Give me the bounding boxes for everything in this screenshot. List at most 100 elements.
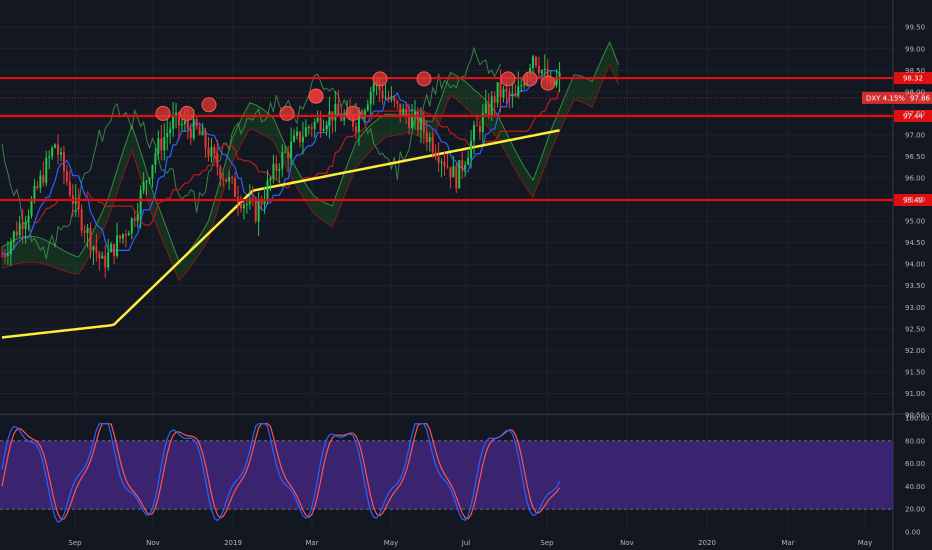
candle-body [517,86,520,97]
candle-body [275,163,278,171]
price-tick-label: 94.00 [905,261,925,269]
candle-body [83,230,86,233]
time-tick-label: Jul [461,539,471,547]
candle-body [322,128,325,131]
time-tick-label: Nov [620,539,634,547]
candle-body [378,82,381,91]
price-tick-label: 91.50 [905,368,925,376]
candle-body [219,166,222,179]
touch-marker [308,88,324,104]
price-tick-label: 95.00 [905,218,925,226]
candle-body [437,156,440,163]
candle-body [310,127,313,129]
symbol-tag-text: DXY 4.15% [866,94,905,102]
time-tick-label: 2019 [224,539,242,547]
candle-body [263,200,266,205]
candle-body [130,218,133,234]
oscillator-pane: 100.00 80.00 60.00 40.00 20.00 0.00 [0,415,930,537]
candle-body [428,137,431,143]
candle-body [57,144,60,155]
candle-body [419,117,422,131]
price-tick-label: 93.50 [905,282,925,290]
candle-body [301,136,304,143]
candle-body [290,141,293,159]
candle-body [213,146,216,154]
oscillator-tick-label: 0.00 [905,529,921,537]
touch-marker [179,105,195,121]
candle-body [514,93,517,97]
candle-body [260,201,263,205]
time-tick-label: Mar [305,539,318,547]
oscillator-band [0,440,893,510]
candle-body [343,114,346,121]
candle-body [449,167,452,178]
candle-body [157,138,160,154]
stoch-k-line [1,423,561,523]
candle-body [405,108,408,116]
level-price-label: 97.44 [903,112,924,120]
candle-body [189,128,192,139]
candle-body [178,112,180,126]
level-price-tag [894,109,932,122]
oscillator-tick-label: 40.00 [905,483,925,491]
candle-body [304,127,307,137]
price-tick-label: 93.00 [905,304,925,312]
candle-body [467,158,470,165]
candle-body [89,227,92,250]
candle-body [127,233,130,236]
price-tick-label: 99.00 [905,45,925,53]
candle-body [62,152,65,172]
candle-body [65,171,68,182]
horizontal-levels[interactable]: 98.32 97.44 95.49 DXY 4.15% 97.86 [0,72,932,207]
candle-body [254,200,257,222]
price-tick-label: 97.50 [905,110,925,118]
candle-body [534,56,537,66]
candle-body [487,103,490,116]
candle-body [328,111,331,126]
candle-body [15,231,18,236]
candle-body [33,185,36,201]
oscillator-tick-label: 80.00 [905,437,925,445]
time-tick-label: Sep [68,539,82,547]
candle-body [266,180,269,201]
candle-body [231,177,234,179]
candle-body [3,255,6,257]
candle-body [293,135,296,142]
candle-body [384,97,387,99]
candle-body [523,84,526,86]
candle-body [298,131,301,143]
candle-body [145,181,148,183]
candle-body [180,124,183,126]
candle-body [198,126,201,136]
candle-body [396,100,399,104]
candle-body [387,97,390,100]
touch-marker [155,105,171,121]
candle-body [473,125,475,141]
candle-body [107,252,110,268]
candle-body [12,231,15,242]
candle-body [470,140,473,159]
touch-marker [201,97,217,113]
candle-body [119,235,121,239]
candle-body [201,130,204,136]
senkou-span-b [1,63,620,282]
touch-marker [416,71,432,87]
candle-body [461,160,464,170]
candle-body [355,126,357,132]
candle-body [124,234,127,236]
candle-body [307,127,310,129]
touch-marker [540,75,556,91]
candle-body [222,178,225,180]
candle-body [48,156,51,158]
candle-body [210,146,213,157]
price-tick-label: 90.50 [905,412,925,420]
candle-body [458,160,461,189]
candle-body [225,179,228,182]
candle-body [281,152,284,169]
candle-body [520,85,523,87]
candle-body [484,103,487,114]
candle-body [446,166,449,168]
price-tick-label: 99.50 [905,24,925,32]
time-tick-label: Mar [781,539,794,547]
